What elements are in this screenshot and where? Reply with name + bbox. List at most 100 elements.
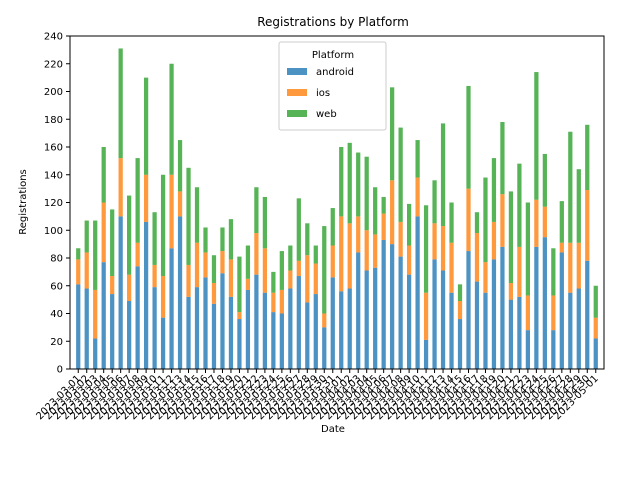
- legend-label-android: android: [316, 67, 354, 78]
- bar-android-2023-03-28: [305, 302, 310, 369]
- bar-web-2023-03-20: [237, 256, 242, 313]
- bar-web-2023-03-25: [279, 251, 284, 290]
- bar-web-2023-03-09: [143, 77, 149, 175]
- bar-android-2023-03-31: [330, 277, 335, 369]
- bar-android-2023-03-20: [237, 319, 242, 369]
- bar-ios-2023-05-01: [593, 317, 598, 339]
- chart-title: Registrations by Platform: [257, 15, 409, 29]
- bar-android-2023-03-21: [245, 289, 251, 369]
- legend-label-ios: ios: [316, 88, 330, 99]
- bar-android-2023-03-23: [262, 292, 268, 369]
- y-axis-ticks: 0 20 40 60 80 100 120 140 160 180 200 220 240: [44, 32, 70, 376]
- bar-ios-2023-03-24: [271, 292, 276, 313]
- y-tick-label: 220: [44, 59, 63, 70]
- bar-web-2023-03-04: [101, 147, 106, 203]
- bar-web-2023-04-26: [551, 248, 556, 296]
- bar-web-2023-04-04: [364, 156, 369, 231]
- bar-web-2023-03-31: [330, 208, 335, 246]
- bar-web-2023-04-06: [381, 196, 386, 214]
- bar-android-2023-04-19: [491, 259, 497, 369]
- bar-web-2023-03-13: [177, 140, 183, 192]
- bar-web-2023-04-13: [440, 123, 446, 227]
- bar-android-2023-03-04: [101, 262, 106, 369]
- bar-ios-2023-03-06: [118, 158, 123, 217]
- bar-web-2023-04-30: [585, 124, 590, 191]
- bar-ios-2023-04-02: [347, 223, 352, 289]
- bar-ios-2023-04-13: [440, 226, 446, 271]
- bar-android-2023-04-10: [415, 216, 420, 370]
- bar-android-2023-03-09: [143, 221, 149, 369]
- y-tick-label: 20: [50, 337, 63, 348]
- bar-web-2023-03-22: [254, 187, 259, 234]
- bar-ios-2023-03-16: [203, 252, 208, 278]
- bar-web-2023-03-06: [118, 48, 123, 159]
- bar-ios-2023-04-22: [517, 246, 522, 297]
- bar-ios-2023-04-20: [500, 194, 505, 247]
- legend-swatch-ios: [287, 89, 307, 96]
- bar-ios-2023-04-06: [381, 213, 386, 240]
- bar-ios-2023-03-26: [288, 270, 293, 289]
- bar-android-2023-04-07: [390, 244, 395, 370]
- bar-ios-2023-03-02: [84, 252, 89, 289]
- bar-android-2023-03-01: [76, 284, 81, 369]
- bar-web-2023-03-21: [245, 245, 251, 279]
- bar-web-2023-04-15: [457, 284, 463, 302]
- bar-web-2023-04-21: [508, 191, 514, 283]
- bar-web-2023-03-18: [220, 227, 225, 252]
- bar-web-2023-04-08: [398, 127, 403, 222]
- bar-android-2023-03-06: [118, 216, 123, 370]
- bar-ios-2023-04-12: [432, 223, 437, 260]
- bar-android-2023-04-15: [457, 319, 463, 369]
- bar-web-2023-04-11: [423, 205, 429, 293]
- bar-web-2023-03-03: [93, 220, 98, 290]
- bar-android-2023-04-09: [406, 274, 412, 369]
- bar-ios-2023-03-18: [220, 251, 225, 274]
- bar-web-2023-03-30: [322, 226, 327, 314]
- bar-web-2023-05-01: [593, 285, 598, 318]
- y-tick-label: 60: [50, 281, 63, 292]
- bar-android-2023-03-18: [220, 273, 225, 369]
- bar-web-2023-04-18: [483, 177, 488, 263]
- bar-android-2023-04-12: [432, 259, 437, 369]
- bar-android-2023-04-08: [398, 256, 403, 369]
- bar-ios-2023-04-09: [406, 245, 412, 275]
- bar-ios-2023-03-13: [177, 191, 183, 217]
- bar-web-2023-03-14: [186, 167, 191, 265]
- legend-title: Platform: [312, 50, 354, 61]
- bar-web-2023-03-16: [203, 227, 208, 253]
- bar-web-2023-03-15: [194, 187, 200, 243]
- bar-android-2023-04-02: [347, 288, 352, 369]
- bar-ios-2023-04-23: [525, 295, 531, 331]
- bar-ios-2023-04-26: [551, 295, 556, 331]
- bar-android-2023-03-25: [279, 313, 284, 369]
- bar-web-2023-04-25: [542, 153, 547, 207]
- bar-ios-2023-03-31: [330, 245, 335, 278]
- bar-android-2023-03-24: [271, 312, 276, 369]
- bar-ios-2023-04-19: [491, 221, 497, 260]
- bar-ios-2023-03-07: [127, 274, 132, 302]
- y-tick-label: 240: [44, 32, 63, 43]
- bars-group: [76, 48, 598, 370]
- y-tick-label: 40: [50, 309, 63, 320]
- bar-ios-2023-03-09: [143, 174, 149, 222]
- bar-android-2023-03-27: [296, 276, 301, 369]
- bar-ios-2023-04-14: [449, 242, 454, 293]
- bar-web-2023-04-29: [576, 169, 581, 243]
- bar-web-2023-03-17: [211, 255, 217, 283]
- bar-web-2023-04-02: [347, 142, 352, 224]
- bar-web-2023-03-11: [160, 174, 166, 277]
- bar-ios-2023-03-25: [279, 289, 284, 314]
- bar-android-2023-04-29: [576, 288, 581, 369]
- bar-ios-2023-03-21: [245, 278, 251, 290]
- bar-web-2023-04-12: [432, 180, 437, 224]
- bar-ios-2023-03-11: [160, 276, 166, 318]
- bar-ios-2023-03-10: [152, 264, 157, 288]
- bar-web-2023-04-19: [491, 158, 497, 222]
- bar-ios-2023-03-20: [237, 312, 242, 320]
- bar-web-2023-04-28: [568, 131, 573, 243]
- bar-android-2023-03-07: [127, 301, 132, 369]
- bar-ios-2023-04-27: [559, 242, 564, 253]
- bar-android-2023-04-24: [534, 246, 539, 369]
- x-axis-title: Date: [321, 424, 345, 435]
